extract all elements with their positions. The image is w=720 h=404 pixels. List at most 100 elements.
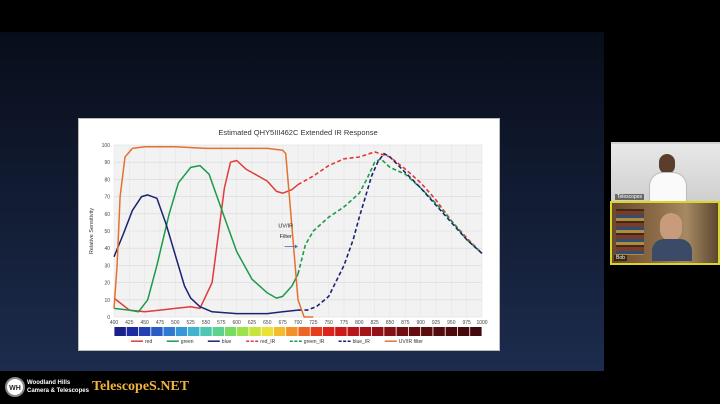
participant-avatar: [660, 213, 682, 241]
y-tick-label: 70: [104, 195, 110, 201]
spectrum-swatch: [335, 327, 347, 336]
spectrum-swatch: [175, 327, 188, 336]
spectrum-swatch: [372, 327, 384, 336]
spectrum-swatch: [151, 327, 163, 336]
x-tick-label: 525: [186, 320, 195, 326]
spectrum-swatch: [273, 327, 286, 336]
series-line-red: [113, 159, 299, 313]
x-tick-label: 850: [386, 320, 395, 326]
spectrum-swatch: [163, 327, 175, 336]
store-logo: WH: [5, 377, 25, 397]
spectrum-swatch: [138, 327, 151, 336]
spectrum-swatch: [286, 327, 298, 336]
participant-tile-telescopes[interactable]: Telescopes: [611, 142, 720, 204]
x-tick-label: 500: [171, 320, 180, 326]
x-tick-label: 725: [309, 320, 318, 326]
x-tick-label: 575: [217, 320, 226, 326]
x-tick-label: 775: [340, 320, 349, 326]
spectrum-swatch: [396, 327, 408, 336]
participant-name-label: Telescopes: [615, 194, 645, 200]
y-tick-label: 50: [104, 229, 110, 235]
spectrum-swatch: [322, 327, 335, 336]
x-tick-label: 750: [324, 320, 333, 326]
series-line-uv-ir-filter: [113, 145, 314, 318]
participant-avatar: [659, 154, 675, 174]
spectrum-swatch: [224, 327, 237, 336]
legend-label: blue: [222, 339, 232, 345]
bookshelf: [616, 209, 644, 255]
spectrum-swatch: [359, 327, 372, 336]
presentation-slide: 0 10 20 30 40 50 60 70 80 90 100 400 425 450 475 500 525…: [78, 118, 500, 351]
annotation-text-line2: Filter: [280, 234, 292, 240]
footer-bar: [0, 372, 720, 404]
spectrum-swatch: [249, 327, 261, 336]
y-tick-label: 60: [104, 212, 110, 218]
legend-label: red: [145, 339, 152, 345]
brand-wordmark: TelescopeS.NET: [92, 379, 190, 394]
response-chart: 0 10 20 30 40 50 60 70 80 90 100 400 425 450 475 500 525…: [89, 128, 488, 345]
x-tick-label: 550: [202, 320, 211, 326]
y-axis-label: Relative Sensitivity: [89, 208, 95, 254]
spectrum-swatch: [408, 327, 421, 336]
y-tick-label: 80: [104, 177, 110, 183]
y-tick-label: 10: [104, 298, 110, 304]
x-tick-label: 800: [355, 320, 364, 326]
x-tick-label: 675: [278, 320, 287, 326]
spectrum-swatch: [457, 327, 470, 336]
spectrum-swatch: [261, 327, 274, 336]
x-tick-label: 650: [263, 320, 272, 326]
x-tick-label: 700: [294, 320, 303, 326]
spectrum-swatch: [212, 327, 224, 336]
legend-label: UV/IR filter: [399, 339, 424, 345]
x-tick-label: 975: [462, 320, 471, 326]
participant-name-label: Bob: [614, 255, 627, 261]
y-tick-label: 0: [107, 315, 110, 321]
legend-label: green: [181, 339, 194, 345]
x-tick-label: 900: [416, 320, 425, 326]
y-tick-label: 40: [104, 246, 110, 252]
series-line-green: [113, 164, 299, 313]
series-line-green-ir: [297, 158, 483, 275]
spectrum-swatch: [114, 327, 126, 336]
participant-tile-bob[interactable]: Bob: [610, 201, 720, 265]
store-name: Woodland Hills Camera & Telescopes: [27, 379, 89, 395]
y-tick-label: 20: [104, 281, 110, 287]
store-name-line2: Camera & Telescopes: [27, 388, 89, 394]
shared-screen-area: 0 10 20 30 40 50 60 70 80 90 100 400 425 450 475 500 525…: [0, 32, 604, 371]
legend-label: blue_IR: [353, 339, 371, 345]
x-tick-label: 625: [248, 320, 257, 326]
x-tick-label: 425: [125, 320, 134, 326]
spectrum-swatch: [200, 327, 212, 336]
spectrum-swatch: [237, 327, 249, 336]
store-name-line1: Woodland Hills: [27, 380, 71, 386]
participant-body: [652, 239, 692, 261]
legend-label: red_IR: [260, 339, 275, 345]
x-tick-label: 825: [370, 320, 379, 326]
spectrum-swatch: [445, 327, 458, 336]
annotation-text-line1: UV/IR: [278, 224, 293, 230]
y-tick-label: 90: [104, 160, 110, 166]
y-tick-label: 100: [102, 143, 111, 149]
spectrum-swatch: [298, 327, 310, 336]
spectrum-swatch: [310, 327, 323, 336]
series-line-blue: [113, 194, 299, 315]
participant-body: [649, 172, 687, 202]
spectrum-swatch: [384, 327, 396, 336]
x-tick-label: 600: [232, 320, 241, 326]
x-tick-label: 925: [432, 320, 441, 326]
x-tick-label: 1000: [476, 320, 487, 326]
chart-title: Estimated QHY5III462C Extended IR Respon…: [218, 128, 377, 137]
x-tick-label: 475: [156, 320, 165, 326]
series-line-blue-ir: [298, 152, 483, 311]
spectrum-swatch: [433, 327, 445, 336]
spectrum-swatch: [421, 327, 433, 336]
x-tick-label: 875: [401, 320, 410, 326]
spectrum-swatch: [347, 327, 359, 336]
x-tick-label: 450: [140, 320, 149, 326]
x-tick-label: 400: [110, 320, 119, 326]
spectrum-swatch: [470, 327, 482, 336]
x-tick-label: 950: [447, 320, 456, 326]
annotation-arrowhead: [294, 244, 298, 249]
legend-label: green_IR: [304, 339, 325, 345]
spectrum-swatch: [126, 327, 139, 336]
